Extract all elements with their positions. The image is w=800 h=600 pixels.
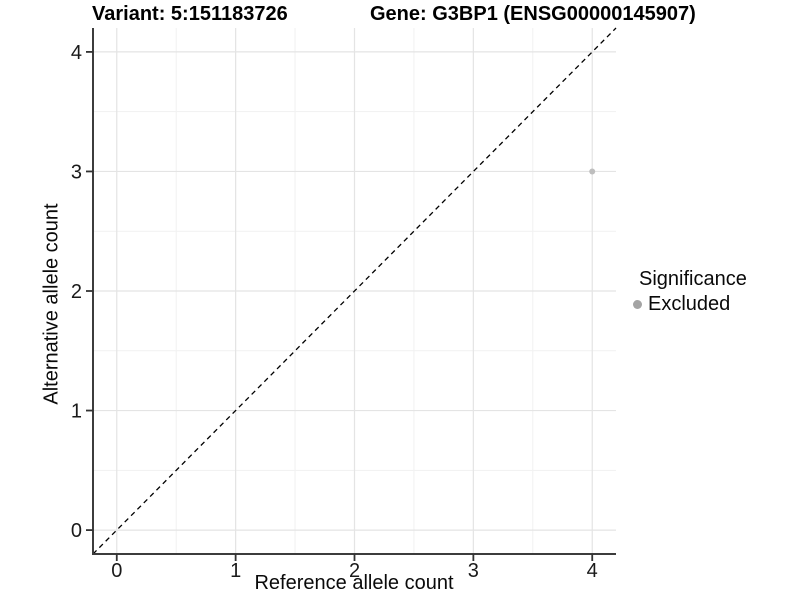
y-tick-label: 0 bbox=[71, 520, 82, 542]
plot-title-variant: Variant: 5:151183726 bbox=[92, 3, 288, 25]
x-tick-label: 1 bbox=[230, 560, 241, 582]
plot-title-gene: Gene: G3BP1 (ENSG00000145907) bbox=[370, 3, 696, 25]
legend-point-icon bbox=[633, 299, 642, 309]
y-tick-label: 4 bbox=[71, 42, 82, 64]
legend-item-label: Excluded bbox=[648, 293, 731, 315]
y-tick-label: 1 bbox=[71, 401, 82, 423]
x-tick-label: 3 bbox=[468, 560, 479, 582]
x-tick-label: 0 bbox=[111, 560, 122, 582]
legend: Significance Excluded bbox=[630, 267, 747, 316]
data-point bbox=[589, 168, 596, 175]
identity-dashed-line bbox=[92, 27, 617, 555]
x-tick-label: 2 bbox=[349, 560, 360, 582]
y-tick-label: 3 bbox=[71, 161, 82, 183]
y-axis-title: Alternative allele count bbox=[40, 203, 63, 405]
x-axis-title: Reference allele count bbox=[254, 572, 454, 594]
legend-title: Significance bbox=[639, 268, 747, 290]
legend-item-excluded: Excluded bbox=[630, 292, 747, 316]
y-tick-label: 2 bbox=[71, 281, 82, 303]
x-tick-label: 4 bbox=[587, 560, 598, 582]
